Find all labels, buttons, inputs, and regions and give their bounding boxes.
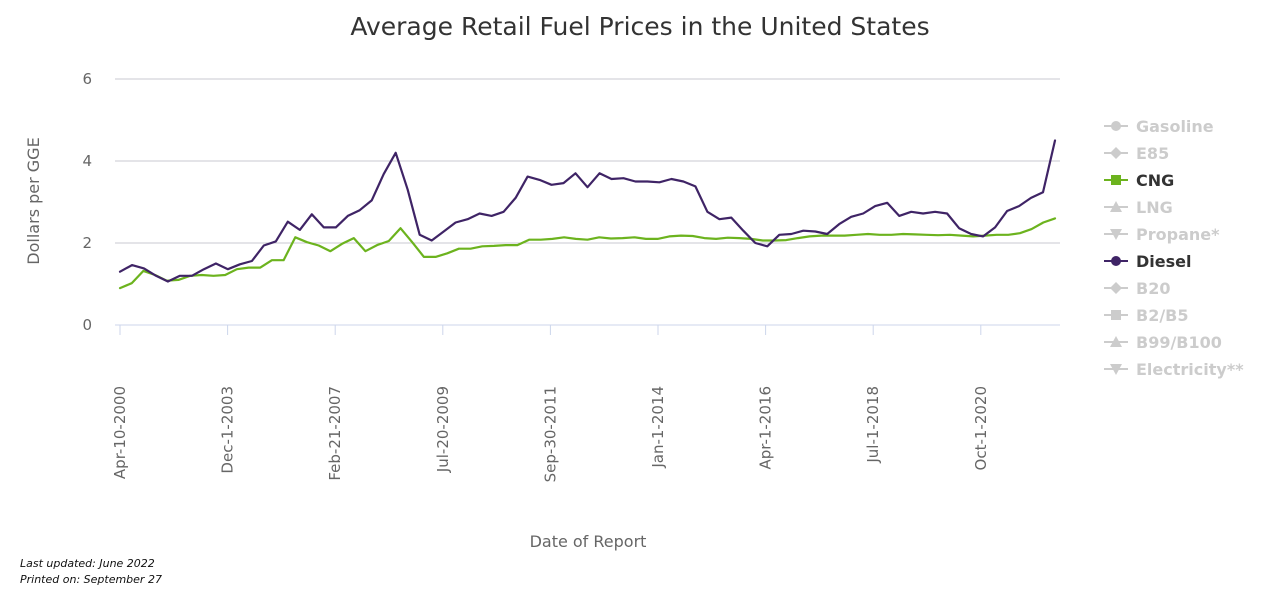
last-updated-note: Last updated: June 2022 bbox=[20, 557, 155, 570]
legend-label: Gasoline bbox=[1136, 117, 1214, 136]
legend-item-b99-b100[interactable]: B99/B100 bbox=[1104, 333, 1222, 352]
legend-marker-circle bbox=[1111, 256, 1121, 266]
legend-label: Diesel bbox=[1136, 252, 1191, 271]
legend-label: LNG bbox=[1136, 198, 1173, 217]
series-lines bbox=[118, 139, 1057, 290]
legend-item-lng[interactable]: LNG bbox=[1104, 198, 1173, 217]
y-tick-label: 6 bbox=[82, 70, 92, 88]
x-tick-label: Apr-1-2016 bbox=[757, 386, 775, 470]
x-tick-label: Jul-20-2009 bbox=[434, 386, 452, 473]
y-axis-ticks: 0 2 4 6 bbox=[82, 70, 92, 334]
legend-item-b2-b5[interactable]: B2/B5 bbox=[1104, 306, 1189, 325]
series-line-diesel[interactable] bbox=[118, 139, 1057, 283]
legend-label: B99/B100 bbox=[1136, 333, 1222, 352]
legend-item-e85[interactable]: E85 bbox=[1104, 144, 1169, 163]
legend-marker-triangle-down bbox=[1110, 364, 1122, 375]
legend-label: CNG bbox=[1136, 171, 1174, 190]
legend-item-gasoline[interactable]: Gasoline bbox=[1104, 117, 1214, 136]
legend-marker-triangle bbox=[1110, 336, 1122, 347]
legend-item-diesel[interactable]: Diesel bbox=[1104, 252, 1191, 271]
x-tick-label: Sep-30-2011 bbox=[541, 386, 559, 482]
series-line-cng[interactable] bbox=[118, 217, 1057, 290]
legend-marker-triangle bbox=[1110, 201, 1122, 212]
x-tick-label: Apr-10-2000 bbox=[111, 386, 129, 479]
legend-item-electricity[interactable]: Electricity** bbox=[1104, 360, 1244, 379]
chart-title: Average Retail Fuel Prices in the United… bbox=[350, 12, 929, 41]
legend-item-cng[interactable]: CNG bbox=[1104, 171, 1174, 190]
legend-label: B2/B5 bbox=[1136, 306, 1189, 325]
x-axis: Apr-10-2000 Dec-1-2003 Feb-21-2007 Jul-20-2… bbox=[111, 325, 990, 482]
legend-label: Propane* bbox=[1136, 225, 1220, 244]
y-tick-label: 4 bbox=[82, 152, 92, 170]
legend: Gasoline E85 CNG LNG Propane* Diesel B20 B2/B5 B… bbox=[1104, 117, 1244, 379]
legend-label: Electricity** bbox=[1136, 360, 1244, 379]
x-tick-label: Oct-1-2020 bbox=[972, 386, 990, 470]
legend-marker-square bbox=[1111, 175, 1121, 185]
printed-on-note: Printed on: September 27 bbox=[20, 573, 162, 586]
legend-label: E85 bbox=[1136, 144, 1169, 163]
x-tick-label: Jan-1-2014 bbox=[649, 386, 667, 469]
x-tick-label: Feb-21-2007 bbox=[326, 386, 344, 481]
grid-lines bbox=[115, 78, 1060, 326]
legend-marker-circle bbox=[1111, 121, 1121, 131]
y-tick-label: 2 bbox=[82, 234, 92, 252]
x-tick-label: Jul-1-2018 bbox=[864, 386, 882, 464]
legend-item-b20[interactable]: B20 bbox=[1104, 279, 1170, 298]
x-tick-label: Dec-1-2003 bbox=[219, 386, 237, 474]
legend-marker-triangle-down bbox=[1110, 229, 1122, 240]
x-axis-title: Date of Report bbox=[530, 532, 647, 551]
legend-marker-square bbox=[1111, 310, 1121, 320]
legend-label: B20 bbox=[1136, 279, 1170, 298]
legend-marker-diamond bbox=[1110, 147, 1122, 159]
legend-item-propane[interactable]: Propane* bbox=[1104, 225, 1220, 244]
y-tick-label: 0 bbox=[82, 316, 92, 334]
legend-marker-diamond bbox=[1110, 282, 1122, 294]
y-axis-title: Dollars per GGE bbox=[24, 137, 43, 264]
